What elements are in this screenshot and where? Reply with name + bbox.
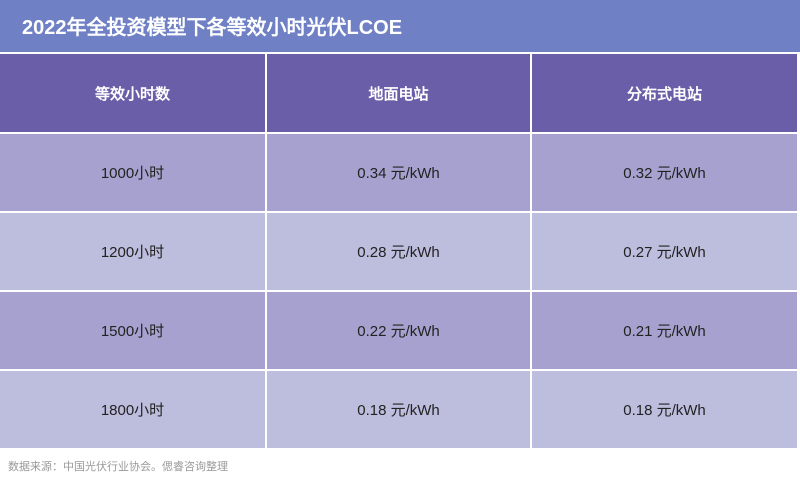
column-header: 等效小时数 — [0, 54, 265, 132]
title: 2022年全投资模型下各等效小时光伏LCOE — [22, 17, 403, 39]
column-header: 分布式电站 — [532, 54, 797, 132]
table-cell: 0.18 元/kWh — [532, 371, 797, 448]
table-cell: 0.28 元/kWh — [267, 213, 530, 290]
table-cell: 0.34 元/kWh — [267, 134, 530, 211]
table-cell: 0.21 元/kWh — [532, 292, 797, 369]
source-note: 数据来源：中国光伏行业协会。偲睿咨询整理 — [8, 461, 228, 473]
title-bar: 2022年全投资模型下各等效小时光伏LCOE — [0, 0, 800, 52]
table-cell: 1800小时 — [0, 371, 265, 448]
table-cell: 0.22 元/kWh — [267, 292, 530, 369]
table-cell: 0.27 元/kWh — [532, 213, 797, 290]
table-cell: 0.32 元/kWh — [532, 134, 797, 211]
column-header: 地面电站 — [267, 54, 530, 132]
table-cell: 1500小时 — [0, 292, 265, 369]
table-cell: 1200小时 — [0, 213, 265, 290]
table-cell: 0.18 元/kWh — [267, 371, 530, 448]
table-cell: 1000小时 — [0, 134, 265, 211]
